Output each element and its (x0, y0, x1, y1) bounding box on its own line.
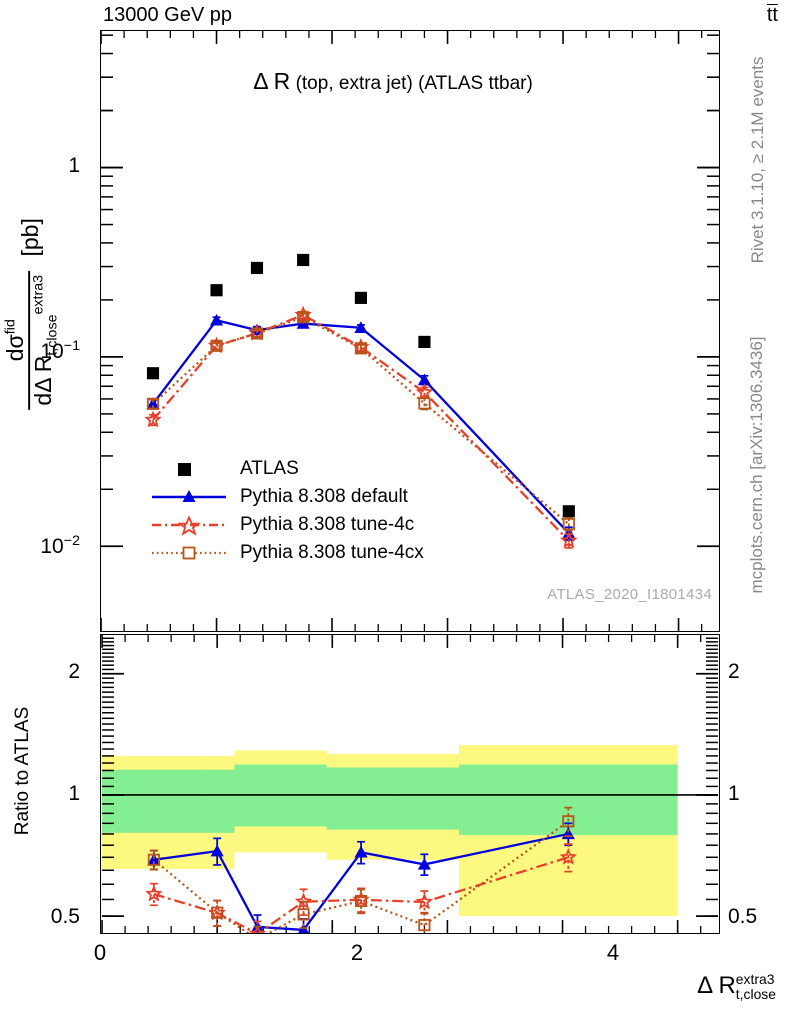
x-label-symbol: Δ R (697, 972, 736, 999)
ytick-exp-1: −1 (63, 338, 80, 354)
ratio-plot-panel (100, 634, 720, 934)
ytick-label-main-1e-1: 10−1 (8, 338, 80, 364)
x-label-sup: extra3 (735, 971, 775, 988)
legend-label-2: Pythia 8.308 tune-4c (240, 514, 415, 535)
header-process-label: tt (766, 4, 778, 27)
y-axis-unit: [pb] (17, 218, 44, 257)
ytick-mant-1: 10 (40, 340, 64, 363)
x-axis-label: Δ R extra3 t,close (697, 972, 776, 1001)
xtick-label-4: 4 (606, 940, 620, 965)
y-den-sup: extra3 (30, 274, 47, 315)
header-beam-label: 13000 GeV pp (103, 4, 232, 26)
main-plot-panel (100, 30, 720, 632)
legend-item-atlas[interactable]: ATLAS (150, 455, 424, 483)
ytick-label-ratio-right-1: 1 (728, 782, 740, 805)
xtick-label-0: 0 (93, 940, 107, 965)
plot-title: Δ R (top, extra jet) (ATLAS ttbar) (0, 68, 786, 95)
x-label-sub: t,close (735, 985, 776, 1002)
main-plot-canvas (101, 31, 719, 631)
ytick-mant-2: 10 (40, 535, 64, 558)
ytick-label-ratio-05: 0.5 (50, 905, 80, 928)
mcplots-source-caption: mcplots.cern.ch [arXiv:1306.3436] (747, 336, 766, 594)
plot-title-rest: (top, extra jet) (ATLAS ttbar) (290, 73, 533, 94)
ytick-exp-2: −2 (63, 533, 80, 549)
legend-key-solid-triangle-icon (150, 486, 228, 508)
legend: ATLAS Pythia 8.308 default Pythia 8.308 … (150, 455, 424, 567)
legend-key-dotted-square-icon (150, 542, 228, 564)
ytick-label-ratio-1: 1 (68, 782, 80, 805)
legend-key-dashdot-star-icon (150, 514, 228, 536)
plot-title-symbol: Δ R (253, 68, 291, 94)
rivet-version-caption: Rivet 3.1.10, ≥ 2.1M events (748, 56, 767, 264)
ytick-label-ratio-right-2: 2 (728, 660, 740, 683)
y-num-sup: fid (2, 319, 19, 335)
legend-label-0: ATLAS (240, 458, 299, 479)
legend-key-square-icon (150, 458, 228, 480)
ratio-plot-canvas (101, 635, 718, 933)
legend-item-pythia-default[interactable]: Pythia 8.308 default (150, 483, 424, 511)
y-axis-label-ratio: Ratio to ATLAS (12, 706, 33, 836)
legend-item-pythia-4cx[interactable]: Pythia 8.308 tune-4cx (150, 539, 424, 567)
legend-item-pythia-4c[interactable]: Pythia 8.308 tune-4c (150, 511, 424, 539)
xtick-label-2: 2 (350, 940, 364, 965)
y-axis-label-main: dσfid dΔ Rt,closeextra3 [pb] (2, 34, 61, 594)
ytick-label-ratio-2: 2 (68, 660, 80, 683)
analysis-id-watermark: ATLAS_2020_I1801434 (547, 586, 712, 603)
legend-label-1: Pythia 8.308 default (240, 486, 408, 507)
process-overline-text: tt (766, 4, 778, 26)
ytick-label-main-1: 1 (68, 154, 80, 177)
legend-label-3: Pythia 8.308 tune-4cx (240, 542, 424, 563)
ytick-label-ratio-right-05: 0.5 (728, 905, 758, 928)
ytick-label-main-1e-2: 10−2 (8, 533, 80, 559)
